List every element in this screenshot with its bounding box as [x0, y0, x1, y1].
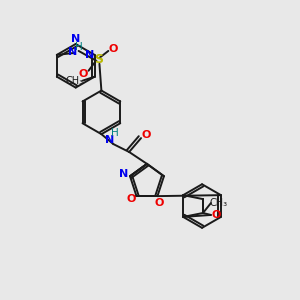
Text: N: N: [68, 47, 77, 57]
Text: O: O: [155, 198, 164, 208]
Text: S: S: [94, 53, 103, 66]
Text: CH₃: CH₃: [66, 76, 84, 85]
Text: O: O: [127, 194, 136, 204]
Text: N: N: [85, 50, 94, 60]
Text: O: O: [109, 44, 118, 54]
Text: O: O: [141, 130, 151, 140]
Text: CH₃: CH₃: [210, 198, 228, 208]
Text: N: N: [105, 135, 114, 145]
Text: O: O: [79, 69, 88, 79]
Text: N: N: [119, 169, 129, 179]
Text: H: H: [111, 128, 119, 138]
Text: N: N: [71, 34, 80, 44]
Text: H: H: [75, 42, 83, 52]
Text: O: O: [211, 210, 220, 220]
